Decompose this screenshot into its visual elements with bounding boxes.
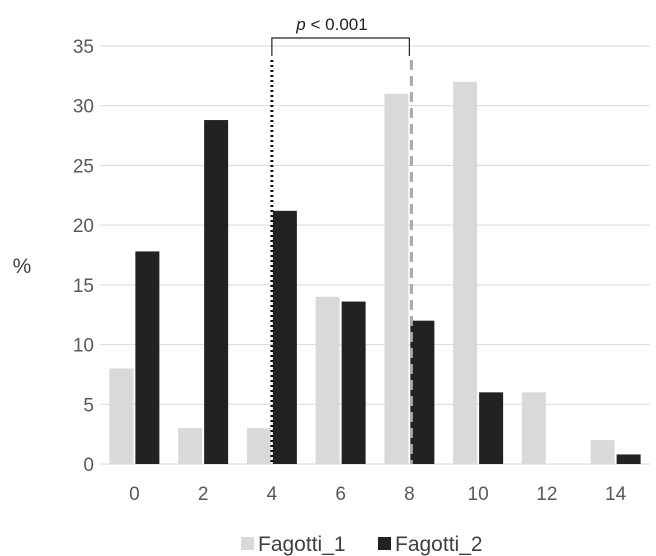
x-axis-tick-labels: 0 2 4 6 8 10 12 14 xyxy=(129,484,627,505)
y-tick-label-35: 35 xyxy=(73,37,94,58)
p-symbol: p xyxy=(295,15,305,34)
legend-label-fagotti-1: Fagotti_1 xyxy=(258,533,346,556)
significance-label: p < 0.001 xyxy=(295,15,367,34)
significance-bracket xyxy=(271,37,410,56)
bar-fagotti-2-x0 xyxy=(135,251,160,464)
bar-fagotti-1-x8 xyxy=(384,93,409,465)
bar-fagotti-2-x6 xyxy=(341,301,366,464)
legend-swatch-fagotti-2 xyxy=(378,537,391,550)
y-axis-tick-labels: 0 5 10 15 20 25 30 35 xyxy=(73,37,94,476)
bar-fagotti-1-x14 xyxy=(590,440,615,464)
bar-fagotti-1-x10 xyxy=(453,81,478,464)
annotations xyxy=(270,37,413,464)
y-tick-label-25: 25 xyxy=(73,156,94,177)
bar-fagotti-1-x6 xyxy=(315,296,340,464)
x-tick-label-6: 6 xyxy=(335,484,346,505)
x-tick-label-8: 8 xyxy=(404,484,415,505)
bar-fagotti-2-x4 xyxy=(272,210,297,464)
bar-fagotti-2-x10 xyxy=(479,392,504,464)
legend-label-fagotti-2: Fagotti_2 xyxy=(395,533,483,556)
bar-fagotti-1-x12 xyxy=(521,392,546,464)
y-tick-label-5: 5 xyxy=(83,395,94,416)
gridlines xyxy=(100,45,650,465)
y-tick-label-10: 10 xyxy=(73,336,94,357)
legend: Fagotti_1 Fagotti_2 xyxy=(241,533,483,556)
y-tick-label-30: 30 xyxy=(73,97,94,118)
bars xyxy=(109,81,641,465)
x-tick-label-0: 0 xyxy=(129,484,140,505)
bar-fagotti-1-x2 xyxy=(178,428,203,464)
bar-fagotti-2-x8 xyxy=(410,320,435,464)
x-tick-label-4: 4 xyxy=(267,484,278,505)
bar-fagotti-2-x2 xyxy=(204,120,229,464)
p-threshold: < 0.001 xyxy=(306,15,368,34)
x-tick-label-10: 10 xyxy=(468,484,489,505)
legend-swatch-fagotti-1 xyxy=(241,537,254,550)
bar-fagotti-2-x14 xyxy=(616,454,641,464)
y-tick-label-0: 0 xyxy=(83,455,94,476)
bar-fagotti-1-x4 xyxy=(246,428,271,464)
x-tick-label-2: 2 xyxy=(198,484,209,505)
y-tick-label-15: 15 xyxy=(73,276,94,297)
y-tick-label-20: 20 xyxy=(73,216,94,237)
y-axis-label: % xyxy=(13,255,32,278)
bar-fagotti-1-x0 xyxy=(109,368,134,464)
x-tick-label-14: 14 xyxy=(605,484,627,505)
x-tick-label-12: 12 xyxy=(536,484,557,505)
